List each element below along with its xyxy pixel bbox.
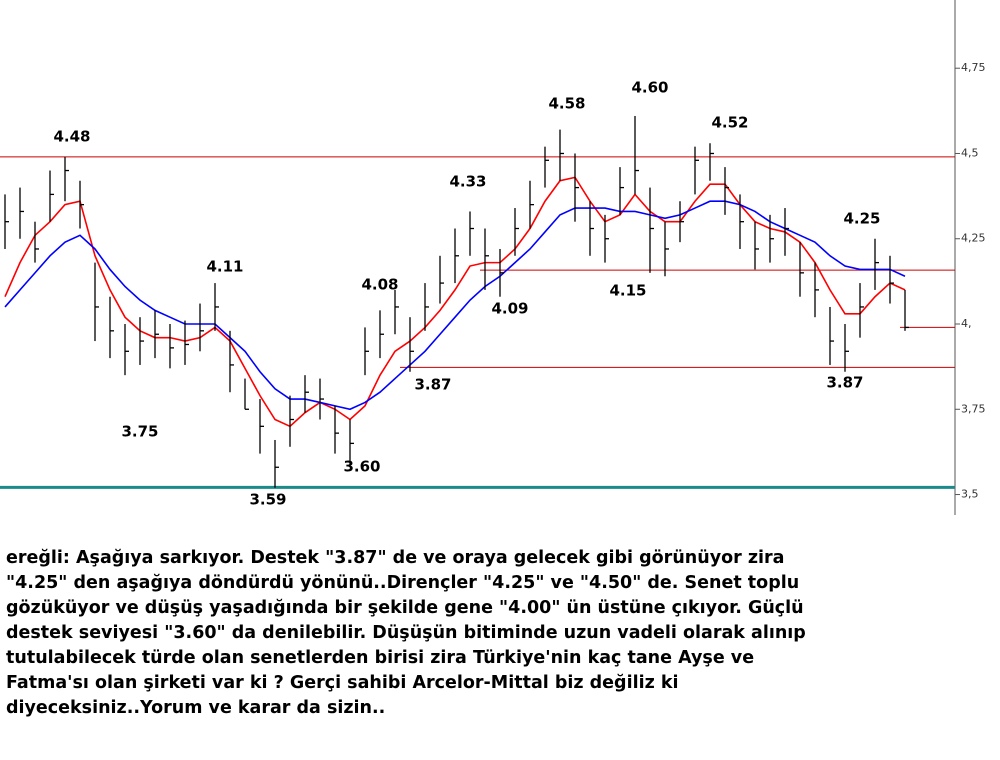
chart: 3,5 3,75 4, 4,25 4,5 4,75 4.48 4.11 3.75 3.59 3.60… <box>0 0 986 515</box>
text-line: diyeceksiniz..Yorum ve karar da sizin.. <box>6 698 386 718</box>
price-annotation: 4.58 <box>548 95 585 113</box>
price-annotation: 4.48 <box>53 128 90 146</box>
y-tick-label: 3,75 <box>961 402 986 415</box>
y-tick-label: 3,5 <box>961 488 979 501</box>
y-tick-label: 4,75 <box>961 61 986 74</box>
price-annotation: 3.60 <box>343 458 380 476</box>
price-annotation: 4.09 <box>491 300 528 318</box>
moving-average <box>4 200 906 411</box>
price-annotation: 3.87 <box>414 376 451 394</box>
text-line: tutulabilecek türde olan senetlerden bir… <box>6 648 755 668</box>
text-line: destek seviyesi "3.60" da denilebilir. D… <box>6 623 806 643</box>
y-tick-label: 4,25 <box>961 232 986 245</box>
price-annotation: 4.11 <box>206 258 243 276</box>
price-annotation: 4.52 <box>711 114 748 132</box>
text-line: ereğli: Aşağıya sarkıyor. Destek "3.87" … <box>6 548 785 568</box>
price-annotation: 3.59 <box>249 491 286 509</box>
price-annotation: 4.25 <box>843 210 880 228</box>
price-annotation: 4.08 <box>361 276 398 294</box>
y-tick-label: 4,5 <box>961 146 979 159</box>
price-annotation: 4.60 <box>631 79 668 97</box>
y-tick-label: 4, <box>961 317 972 330</box>
text-line: Fatma'sı olan şirketi var ki ? Gerçi sah… <box>6 673 679 693</box>
price-annotation: 3.87 <box>826 374 863 392</box>
price-annotation: 3.75 <box>121 423 158 441</box>
text-line: gözüküyor ve düşüş yaşadığında bir şekil… <box>6 598 804 618</box>
price-annotation: 4.15 <box>609 282 646 300</box>
moving-average <box>4 176 906 428</box>
text-line: "4.25" den aşağıya döndürdü yönünü..Dire… <box>6 573 800 593</box>
commentary: ereğli: Aşağıya sarkıyor. Destek "3.87" … <box>6 546 996 721</box>
price-annotation: 4.33 <box>449 173 486 191</box>
